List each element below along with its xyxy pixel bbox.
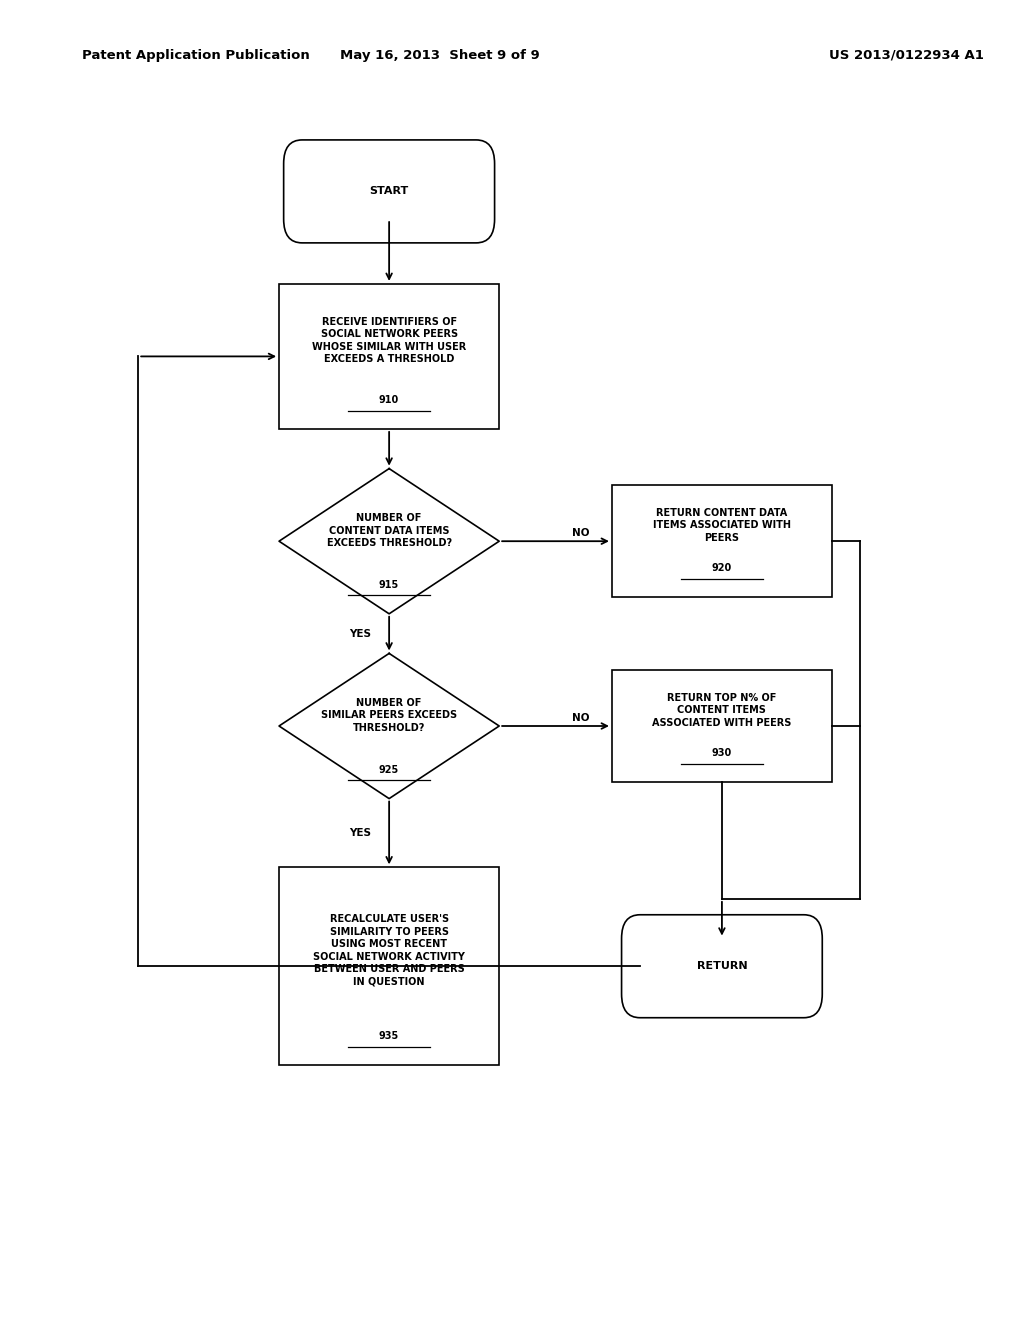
Polygon shape <box>279 653 500 799</box>
Text: 920: 920 <box>712 564 732 573</box>
Text: 915: 915 <box>379 579 399 590</box>
Text: RETURN: RETURN <box>696 961 748 972</box>
Text: US 2013/0122934 A1: US 2013/0122934 A1 <box>828 49 984 62</box>
Text: RECEIVE IDENTIFIERS OF
SOCIAL NETWORK PEERS
WHOSE SIMILAR WITH USER
EXCEEDS A TH: RECEIVE IDENTIFIERS OF SOCIAL NETWORK PE… <box>312 317 466 364</box>
Text: RETURN TOP N% OF
CONTENT ITEMS
ASSOCIATED WITH PEERS: RETURN TOP N% OF CONTENT ITEMS ASSOCIATE… <box>652 693 792 727</box>
Text: YES: YES <box>349 628 372 639</box>
Bar <box>279 867 500 1065</box>
Text: YES: YES <box>349 828 372 838</box>
Text: May 16, 2013  Sheet 9 of 9: May 16, 2013 Sheet 9 of 9 <box>340 49 541 62</box>
Bar <box>279 284 500 429</box>
Text: NO: NO <box>572 713 590 723</box>
Text: RECALCULATE USER'S
SIMILARITY TO PEERS
USING MOST RECENT
SOCIAL NETWORK ACTIVITY: RECALCULATE USER'S SIMILARITY TO PEERS U… <box>313 915 465 986</box>
Bar <box>611 669 831 781</box>
FancyBboxPatch shape <box>284 140 495 243</box>
Text: NO: NO <box>572 528 590 539</box>
Text: START: START <box>370 186 409 197</box>
Text: NUMBER OF
CONTENT DATA ITEMS
EXCEEDS THRESHOLD?: NUMBER OF CONTENT DATA ITEMS EXCEEDS THR… <box>327 513 452 548</box>
Text: 930: 930 <box>712 748 732 758</box>
Text: Patent Application Publication: Patent Application Publication <box>82 49 309 62</box>
Text: FIG. 9: FIG. 9 <box>671 532 723 550</box>
Polygon shape <box>279 469 500 614</box>
Text: 925: 925 <box>379 764 399 775</box>
Text: 910: 910 <box>379 395 399 405</box>
FancyBboxPatch shape <box>622 915 822 1018</box>
Text: 935: 935 <box>379 1031 399 1041</box>
Bar <box>611 486 831 597</box>
Text: NUMBER OF
SIMILAR PEERS EXCEEDS
THRESHOLD?: NUMBER OF SIMILAR PEERS EXCEEDS THRESHOL… <box>322 698 457 733</box>
Text: RETURN CONTENT DATA
ITEMS ASSOCIATED WITH
PEERS: RETURN CONTENT DATA ITEMS ASSOCIATED WIT… <box>653 508 791 543</box>
